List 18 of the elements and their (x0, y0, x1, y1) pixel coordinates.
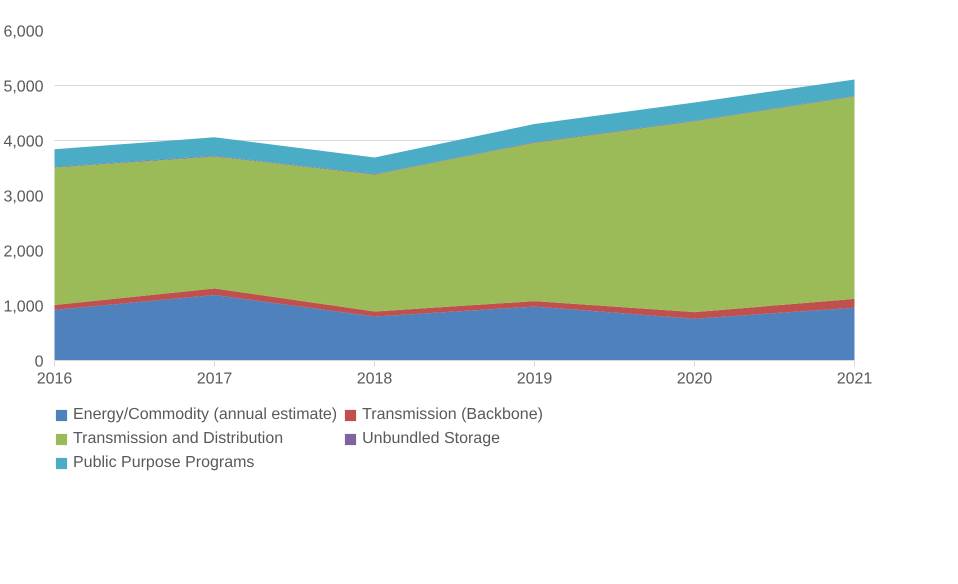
legend-label: Energy/Commodity (annual estimate) (73, 406, 338, 424)
y-tick-label: 5,000 (3, 78, 44, 96)
y-tick-label: 4,000 (3, 134, 44, 150)
y-tick-label: 6,000 (3, 24, 44, 40)
legend-label: Transmission (Backbone) (362, 406, 543, 424)
legend-label: Public Purpose Programs (73, 454, 254, 472)
y-tick-label: 1,000 (3, 298, 44, 316)
y-tick-label: 3,000 (3, 188, 44, 206)
x-tick-label: 2016 (36, 370, 72, 388)
x-tick-label: 2020 (676, 370, 712, 388)
legend-label: Transmission and Distribution (73, 430, 284, 448)
x-tick-label: 2021 (836, 370, 872, 388)
y-tick-label: 2,000 (3, 244, 44, 260)
y-tick-label: 0 (34, 354, 44, 370)
x-tick-label: 2019 (516, 370, 552, 388)
x-tick-label: 2018 (356, 370, 392, 388)
legend-label: Unbundled Storage (362, 430, 500, 448)
x-tick-label: 2017 (196, 370, 232, 388)
